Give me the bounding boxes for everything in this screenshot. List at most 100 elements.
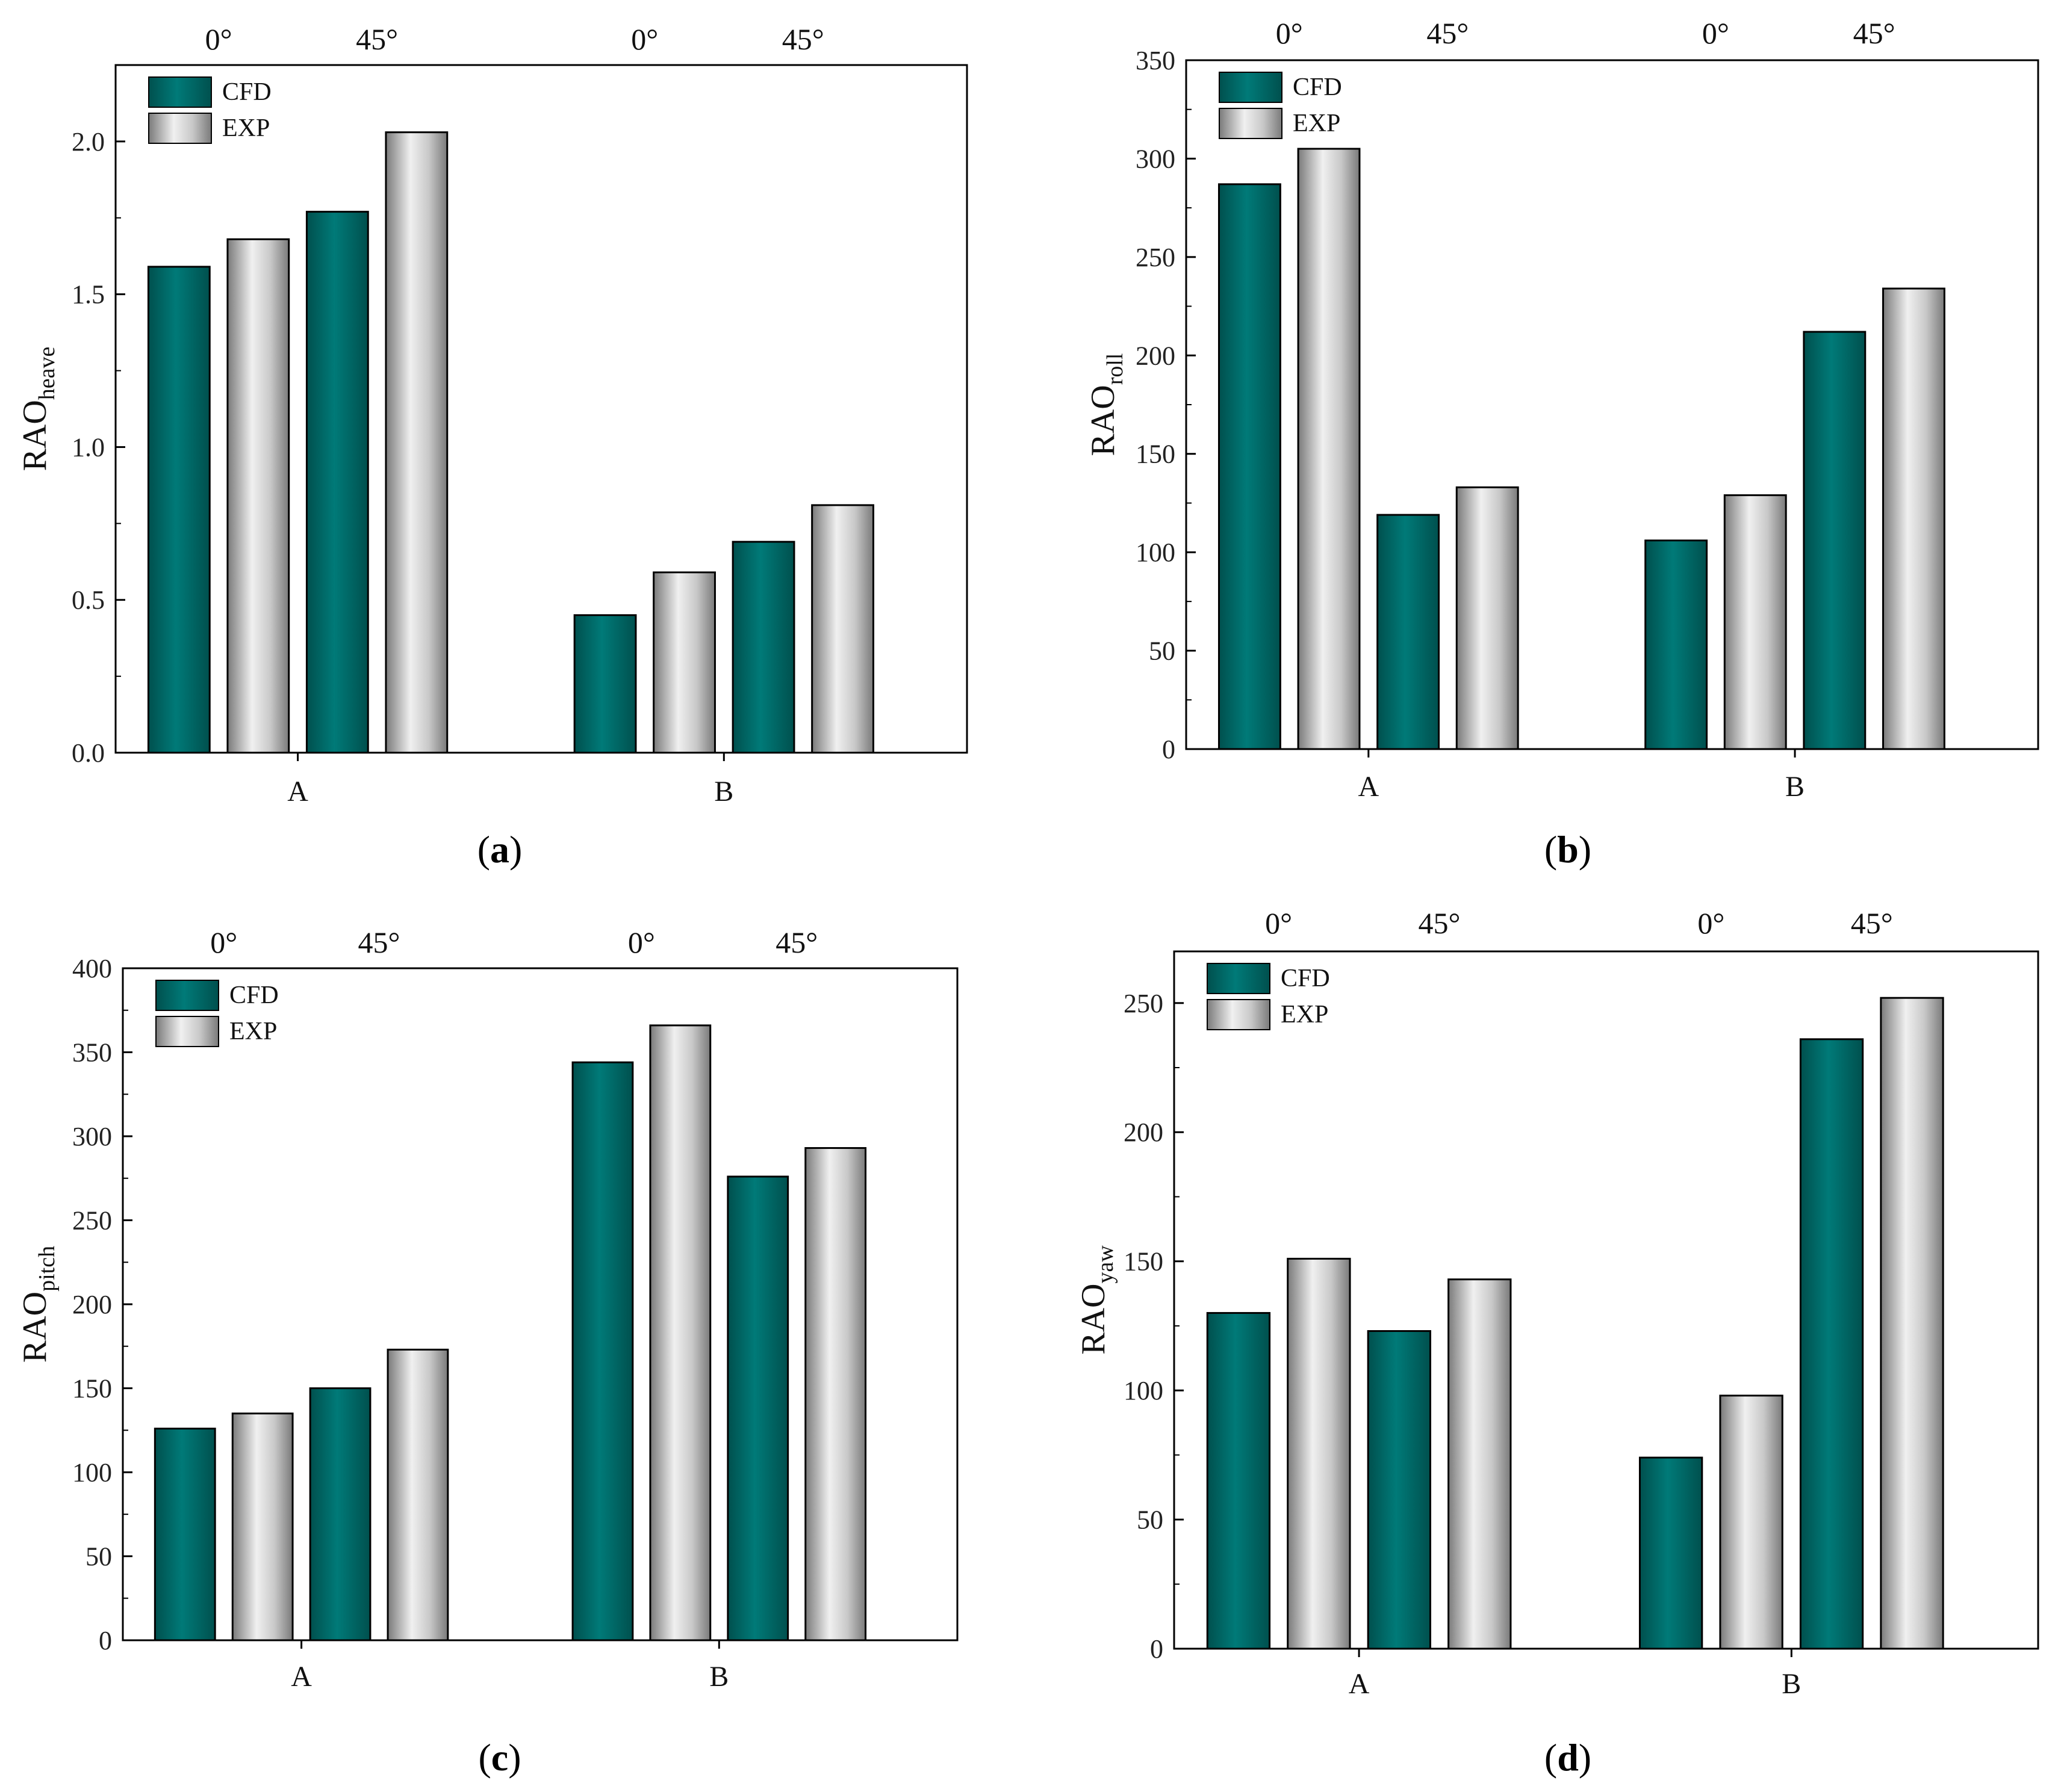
panel-label: (d) bbox=[1544, 1736, 1591, 1779]
bar-exp-B-45deg bbox=[1880, 997, 1944, 1650]
legend-swatch-exp bbox=[1219, 108, 1282, 139]
angle-label: 0° bbox=[1702, 16, 1729, 50]
bar-cfd-A-0deg bbox=[1217, 183, 1281, 750]
angle-label: 0° bbox=[1697, 906, 1724, 940]
category-label-A: A bbox=[1349, 1668, 1370, 1700]
legend-label-cfd: CFD bbox=[1293, 73, 1342, 101]
panel-label-letter: b bbox=[1557, 828, 1579, 871]
angle-label: 0° bbox=[1265, 906, 1292, 940]
legend-swatch-exp bbox=[1207, 999, 1270, 1030]
y-axis-label-main: RAO bbox=[16, 1292, 54, 1363]
chart-panel-b: 0 50 100 150 200 250 300 350 A B 0° 45° 0° 45° CFD EXP R… bbox=[1084, 16, 2039, 871]
y-tick-label: 1.5 bbox=[72, 280, 105, 310]
legend-label-cfd: CFD bbox=[229, 982, 279, 1009]
y-axis-label-main: RAO bbox=[1084, 385, 1122, 456]
category-label-B: B bbox=[709, 1661, 729, 1693]
angle-label: 0° bbox=[628, 926, 655, 959]
angle-label: 45° bbox=[776, 926, 818, 959]
angle-label: 45° bbox=[1853, 16, 1895, 50]
category-label-A: A bbox=[1358, 771, 1379, 803]
panel-label-close: ) bbox=[1579, 1736, 1591, 1779]
bar-cfd-A-0deg bbox=[147, 266, 211, 754]
angle-label: 45° bbox=[782, 22, 824, 56]
y-tick-label: 50 bbox=[1137, 1505, 1163, 1535]
bar-cfd-A-0deg bbox=[154, 1427, 216, 1641]
bar-exp-A-0deg bbox=[1287, 1257, 1351, 1650]
panel-label-close: ) bbox=[509, 828, 522, 871]
legend-swatch-cfd bbox=[1219, 72, 1282, 103]
panel-label: (b) bbox=[1544, 828, 1591, 871]
legend-label-exp: EXP bbox=[229, 1018, 277, 1045]
bar-exp-B-0deg bbox=[653, 571, 716, 754]
y-tick-label: 0 bbox=[1150, 1634, 1163, 1664]
legend-label-exp: EXP bbox=[1281, 1001, 1328, 1028]
bar-cfd-A-45deg bbox=[305, 211, 369, 754]
y-tick-label: 100 bbox=[1124, 1376, 1163, 1405]
angle-label: 0° bbox=[631, 22, 658, 56]
panel-label-open: ( bbox=[477, 828, 490, 871]
y-tick-label: 100 bbox=[72, 1458, 112, 1487]
bar-exp-B-45deg bbox=[804, 1147, 867, 1641]
y-tick-label: 200 bbox=[1124, 1118, 1163, 1147]
y-tick-label: 0.5 bbox=[72, 585, 105, 615]
panel-label-open: ( bbox=[1544, 828, 1557, 871]
y-tick-label: 2.0 bbox=[72, 127, 105, 157]
panel-label-open: ( bbox=[1544, 1736, 1557, 1779]
category-label-B: B bbox=[714, 776, 733, 807]
legend-label-cfd: CFD bbox=[1281, 965, 1330, 992]
angle-label: 45° bbox=[1419, 906, 1461, 940]
bar-cfd-B-0deg bbox=[1638, 1457, 1703, 1650]
y-axis-label: RAOyaw bbox=[1075, 1245, 1118, 1355]
panel-label: (c) bbox=[478, 1736, 521, 1779]
bar-exp-A-0deg bbox=[1297, 148, 1361, 750]
chart-panel-c: 0 50 100 150 200 250 300 350 400 A B 0° 45° 0° 45° CFD E… bbox=[16, 926, 959, 1779]
y-tick-label: 50 bbox=[1149, 636, 1175, 666]
panel-label-close: ) bbox=[508, 1736, 521, 1779]
legend-label-cfd: CFD bbox=[222, 78, 272, 106]
bar-cfd-A-45deg bbox=[1376, 514, 1440, 750]
legend-swatch-exp bbox=[155, 1016, 219, 1047]
angle-label: 0° bbox=[210, 926, 237, 959]
y-axis-label-sub: yaw bbox=[1093, 1245, 1118, 1284]
y-tick-label: 250 bbox=[1136, 243, 1175, 272]
bar-exp-A-45deg bbox=[1455, 486, 1519, 750]
y-tick-label: 150 bbox=[1124, 1247, 1163, 1277]
category-label-B: B bbox=[1785, 771, 1805, 803]
bar-exp-A-45deg bbox=[387, 1348, 449, 1641]
y-tick-label: 250 bbox=[72, 1206, 112, 1236]
y-tick-label: 0 bbox=[1162, 735, 1175, 764]
bar-cfd-A-45deg bbox=[309, 1387, 372, 1641]
bar-exp-A-45deg bbox=[1447, 1278, 1512, 1650]
angle-label: 45° bbox=[1426, 16, 1469, 50]
angle-label: 0° bbox=[1276, 16, 1303, 50]
angle-label: 45° bbox=[356, 22, 398, 56]
y-tick-label: 150 bbox=[72, 1374, 112, 1404]
category-label-A: A bbox=[287, 776, 308, 807]
chart-panel-a: 0.0 0.5 1.0 1.5 2.0 A B 0° 45° 0° 45° CFD EXP RAOheav… bbox=[16, 22, 968, 871]
y-axis-label: RAOheave bbox=[16, 347, 60, 471]
angle-label: 0° bbox=[205, 22, 232, 56]
y-tick-label: 350 bbox=[72, 1038, 112, 1068]
y-axis-label-sub: pitch bbox=[34, 1246, 60, 1292]
legend-swatch-exp bbox=[148, 113, 212, 144]
category-label-A: A bbox=[291, 1661, 312, 1693]
bar-exp-B-45deg bbox=[811, 504, 874, 754]
y-tick-label: 100 bbox=[1136, 538, 1175, 567]
y-tick-label: 200 bbox=[1136, 341, 1175, 370]
y-tick-label: 250 bbox=[1124, 989, 1163, 1018]
y-tick-label: 1.0 bbox=[72, 432, 105, 462]
bar-cfd-A-0deg bbox=[1206, 1311, 1271, 1650]
plot-frame bbox=[1173, 950, 2039, 1650]
legend-swatch-cfd bbox=[1207, 963, 1270, 994]
bar-cfd-B-0deg bbox=[571, 1061, 634, 1641]
category-label-B: B bbox=[1782, 1668, 1801, 1700]
panel-label: (a) bbox=[477, 828, 523, 871]
y-tick-label: 200 bbox=[72, 1290, 112, 1319]
y-axis-label-sub: roll bbox=[1102, 353, 1128, 385]
panel-label-close: ) bbox=[1579, 828, 1591, 871]
legend-swatch-cfd bbox=[148, 76, 212, 108]
angle-label: 45° bbox=[358, 926, 400, 959]
y-axis-label-main: RAO bbox=[1075, 1284, 1112, 1355]
bar-cfd-B-0deg bbox=[1644, 540, 1708, 750]
